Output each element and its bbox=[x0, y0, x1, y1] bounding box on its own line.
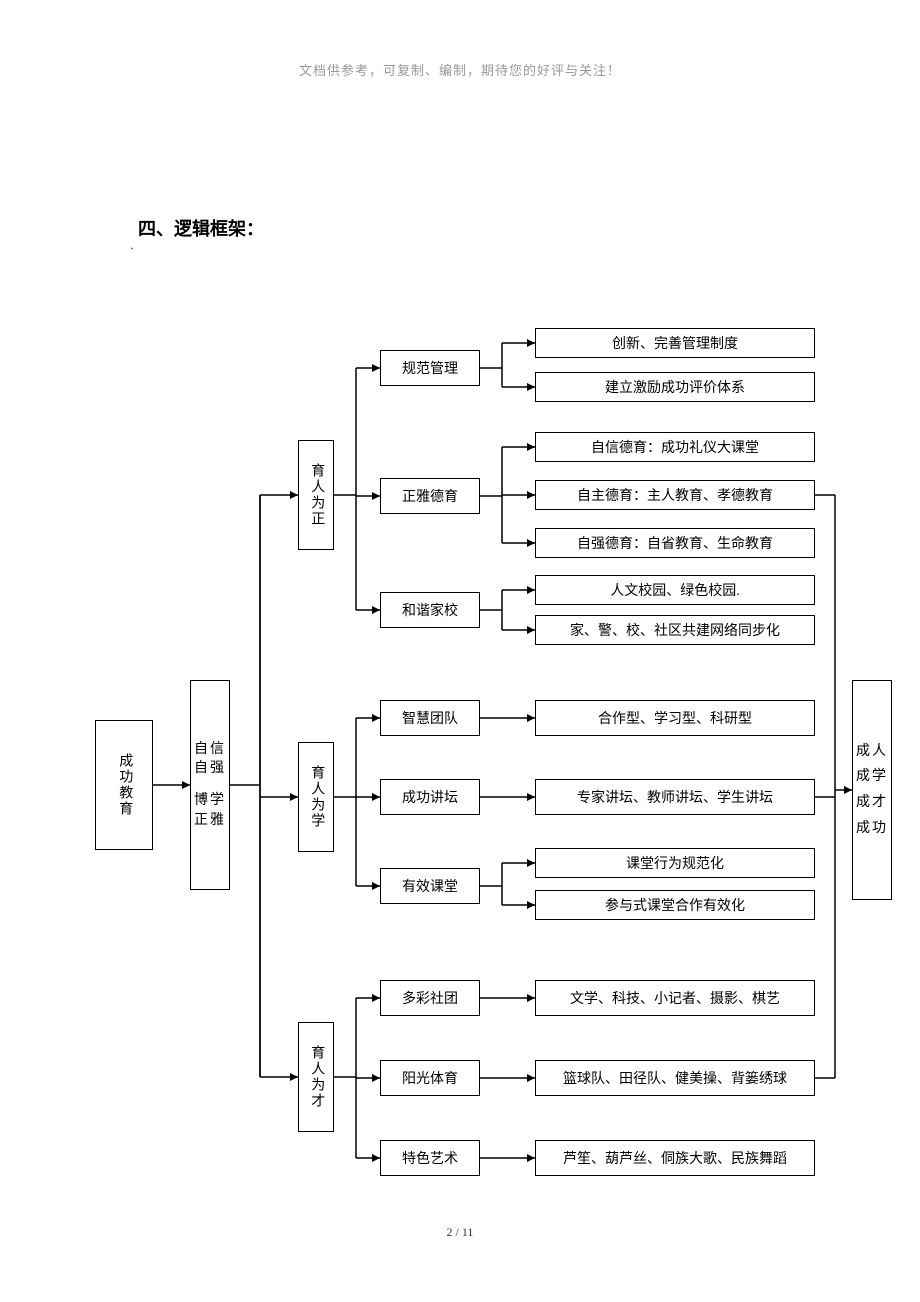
header-note: 文档供参考，可复制、编制，期待您的好评与关注！ bbox=[0, 60, 920, 79]
branch-box-2: 育人为才 bbox=[298, 1022, 334, 1132]
leaf-box-1-1-0: 专家讲坛、教师讲坛、学生讲坛 bbox=[535, 779, 815, 815]
mid-box-1-0: 智慧团队 bbox=[380, 700, 480, 736]
section-title: 四、逻辑框架： bbox=[138, 215, 264, 241]
leaf-box-0-1-2: 自强德育：自省教育、生命教育 bbox=[535, 528, 815, 558]
output-box: 成人成学成才成功 bbox=[852, 680, 892, 900]
leaf-box-0-0-1: 建立激励成功评价体系 bbox=[535, 372, 815, 402]
leaf-box-0-2-0: 人文校园、绿色校园. bbox=[535, 575, 815, 605]
level1-box: 自信自强博学正雅 bbox=[190, 680, 230, 890]
mid-box-1-2: 有效课堂 bbox=[380, 868, 480, 904]
mid-box-2-1: 阳光体育 bbox=[380, 1060, 480, 1096]
root-box: 成功教育 bbox=[95, 720, 153, 850]
page-number: 2 / 11 bbox=[0, 1225, 920, 1240]
output-line-0: 成人 bbox=[856, 742, 888, 762]
output-line-3: 成功 bbox=[856, 819, 888, 839]
mid-box-0-2: 和谐家校 bbox=[380, 592, 480, 628]
leaf-box-0-1-0: 自信德育：成功礼仪大课堂 bbox=[535, 432, 815, 462]
leaf-box-1-2-0: 课堂行为规范化 bbox=[535, 848, 815, 878]
leaf-box-0-0-0: 创新、完善管理制度 bbox=[535, 328, 815, 358]
level1-bottom: 博学正雅 bbox=[191, 791, 229, 830]
output-line-1: 成学 bbox=[856, 767, 888, 787]
backtick: ` bbox=[130, 245, 134, 260]
leaf-box-0-1-1: 自主德育：主人教育、孝德教育 bbox=[535, 480, 815, 510]
mid-box-0-0: 规范管理 bbox=[380, 350, 480, 386]
leaf-box-0-2-1: 家、警、校、社区共建网络同步化 bbox=[535, 615, 815, 645]
mid-box-0-1: 正雅德育 bbox=[380, 478, 480, 514]
mid-box-2-2: 特色艺术 bbox=[380, 1140, 480, 1176]
leaf-box-1-2-1: 参与式课堂合作有效化 bbox=[535, 890, 815, 920]
branch-box-0: 育人为正 bbox=[298, 440, 334, 550]
leaf-box-2-2-0: 芦笙、葫芦丝、侗族大歌、民族舞蹈 bbox=[535, 1140, 815, 1176]
mid-box-2-0: 多彩社团 bbox=[380, 980, 480, 1016]
branch-box-1: 育人为学 bbox=[298, 742, 334, 852]
mid-box-1-1: 成功讲坛 bbox=[380, 779, 480, 815]
output-line-2: 成才 bbox=[856, 793, 888, 813]
leaf-box-2-1-0: 篮球队、田径队、健美操、背篓绣球 bbox=[535, 1060, 815, 1096]
leaf-box-2-0-0: 文学、科技、小记者、摄影、棋艺 bbox=[535, 980, 815, 1016]
leaf-box-1-0-0: 合作型、学习型、科研型 bbox=[535, 700, 815, 736]
level1-top: 自信自强 bbox=[191, 740, 229, 779]
